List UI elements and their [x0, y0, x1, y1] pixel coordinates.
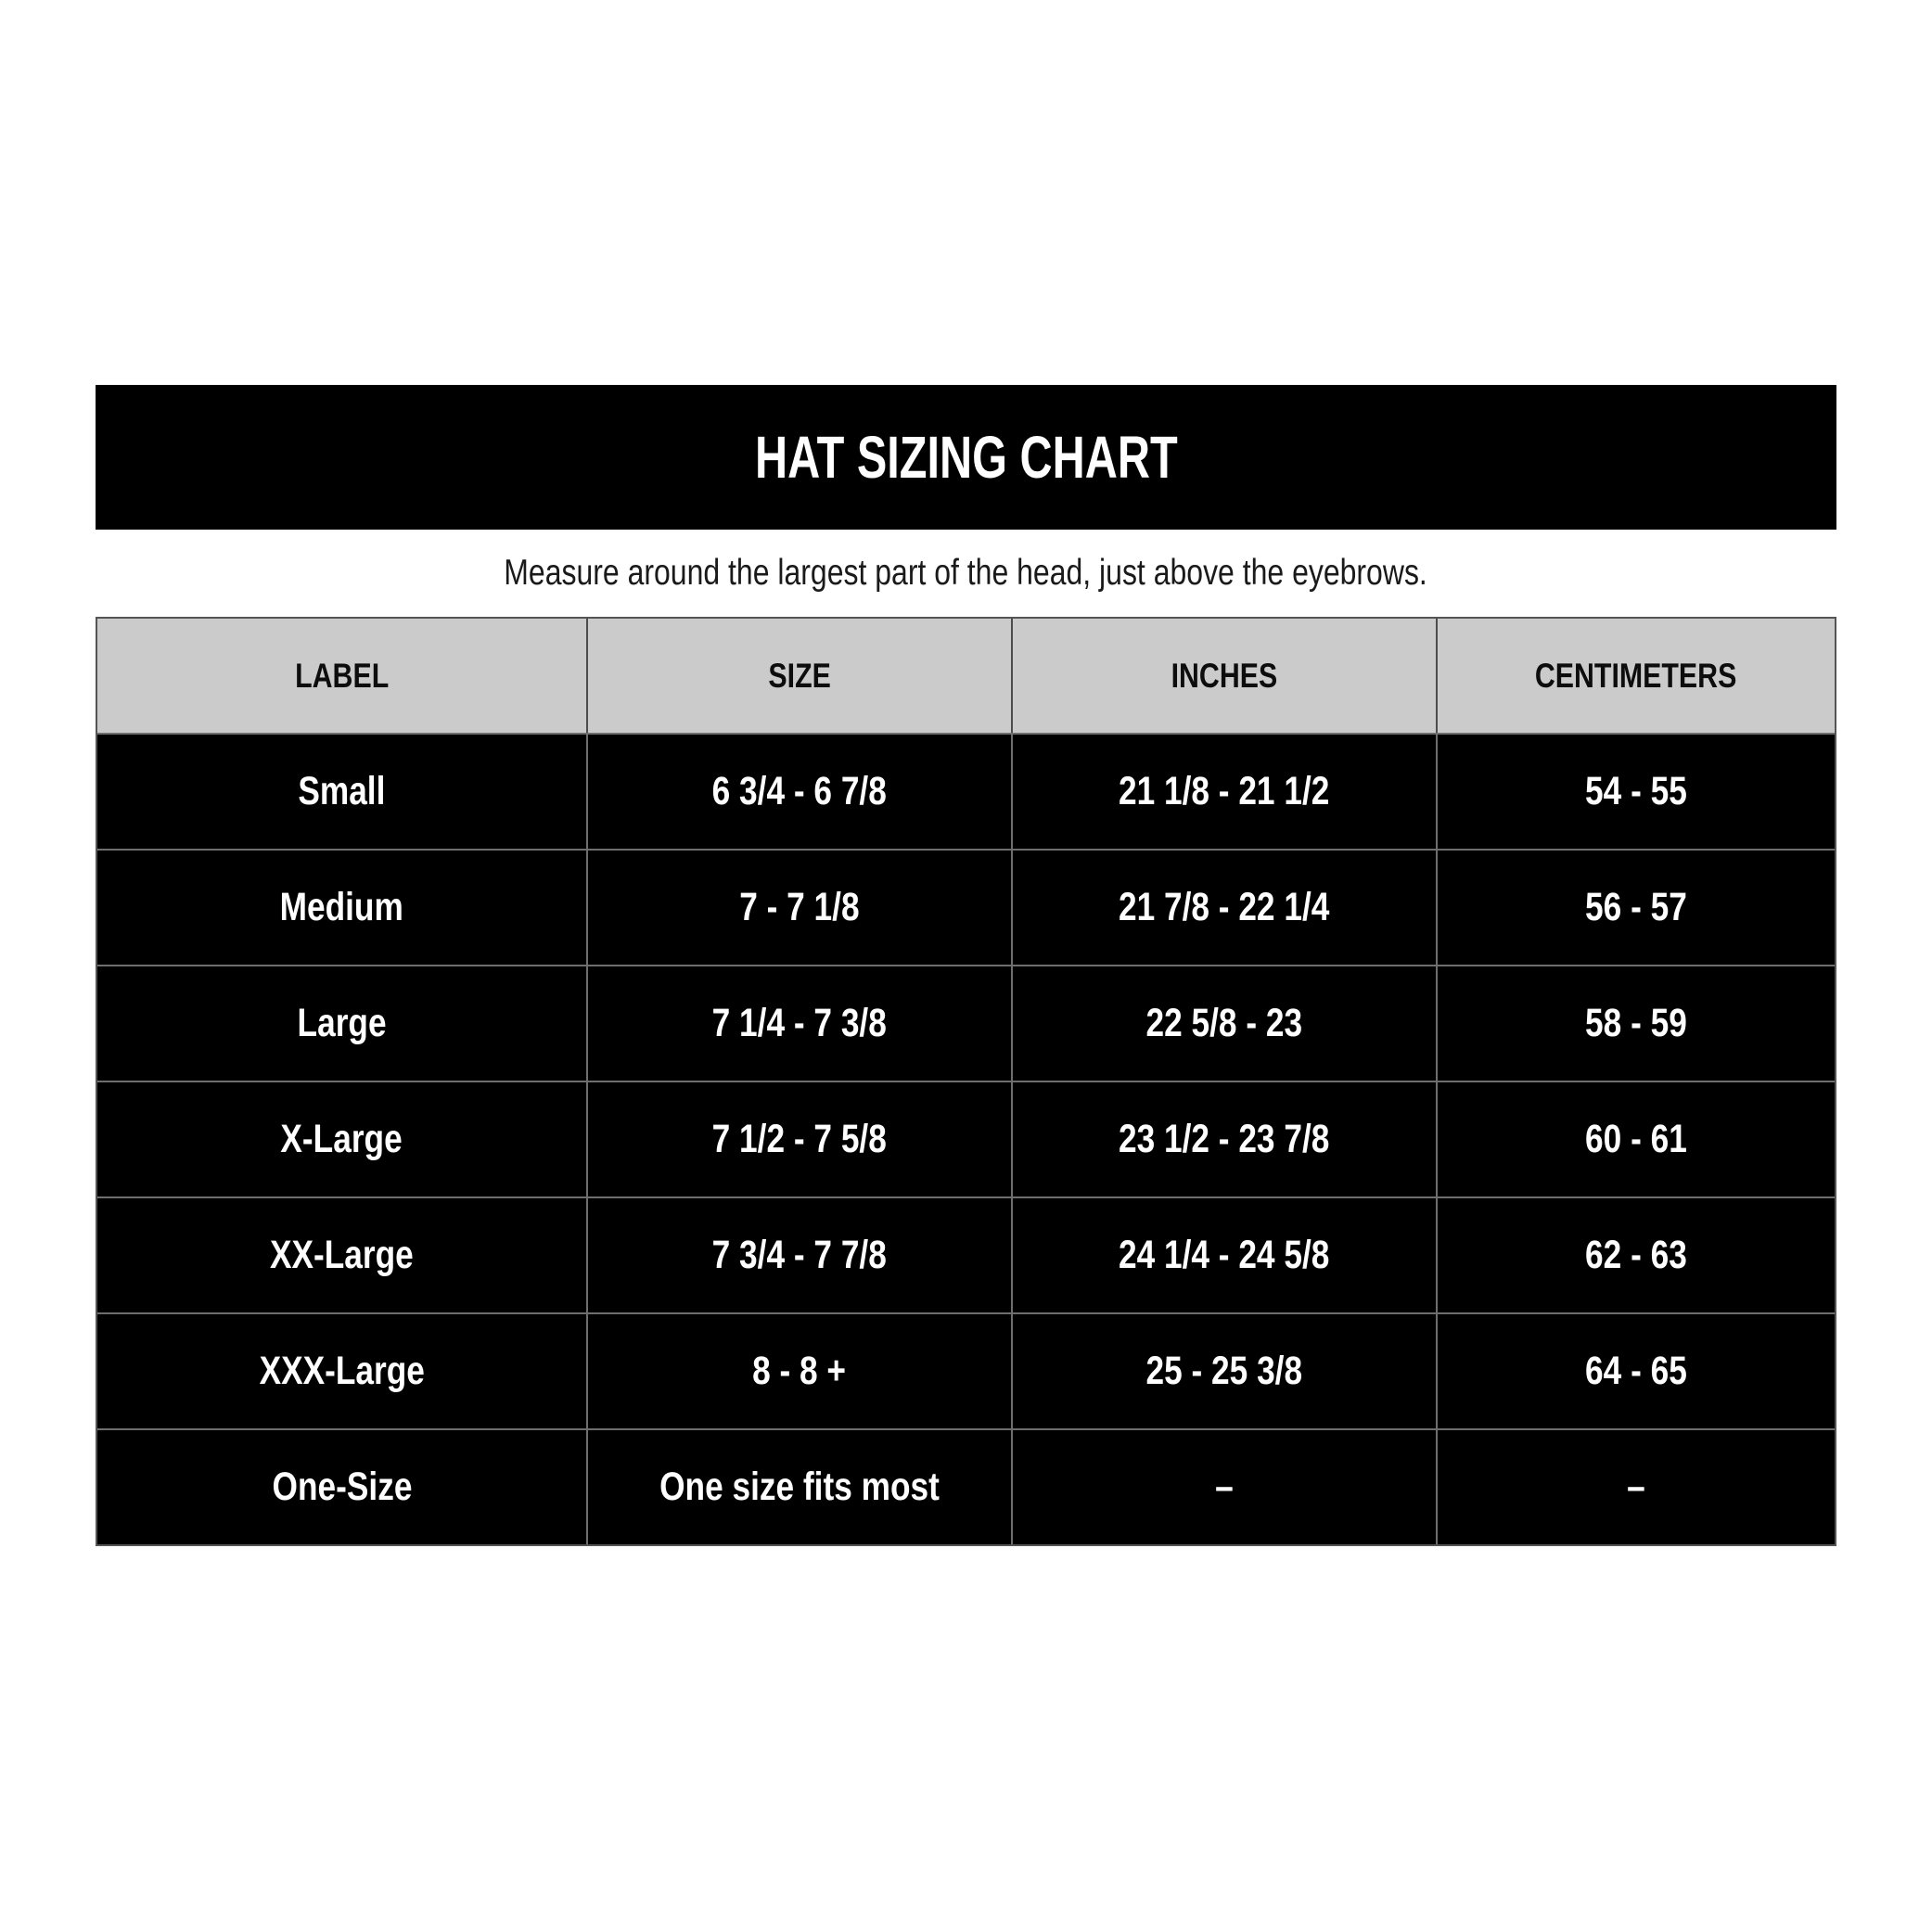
table-cell: XX-Large	[270, 1233, 414, 1277]
sizing-table: LABEL SIZE INCHES CENTIMETERS Small 6 3/…	[96, 617, 1836, 1546]
table-row-medium: Medium 7 - 7 1/8 21 7/8 - 22 1/4 56 - 57	[97, 849, 1835, 965]
table-cell: One-Size	[272, 1465, 412, 1509]
table-cell: X-Large	[280, 1117, 403, 1161]
table-cell: 21 7/8 - 22 1/4	[1011, 851, 1436, 965]
table-cell: Small	[298, 769, 386, 813]
table-cell: Large	[297, 1001, 387, 1045]
table-cell: 22 5/8 - 23	[1011, 966, 1436, 1081]
hat-sizing-chart: HAT SIZING CHART Measure around the larg…	[96, 385, 1836, 1546]
table-cell: 7 1/2 - 7 5/8	[586, 1082, 1011, 1196]
table-cell: 62 - 63	[1436, 1198, 1835, 1312]
table-cell: 60 - 61	[1436, 1082, 1835, 1196]
table-cell: 7 1/4 - 7 3/8	[586, 966, 1011, 1081]
table-cell: 23 1/2 - 23 7/8	[1011, 1082, 1436, 1196]
title-banner: HAT SIZING CHART	[96, 385, 1836, 530]
subtitle-row: Measure around the largest part of the h…	[96, 530, 1836, 617]
table-cell: 6 3/4 - 6 7/8	[586, 735, 1011, 849]
table-cell: 8 - 8 +	[586, 1314, 1011, 1428]
table-row-small: Small 6 3/4 - 6 7/8 21 1/8 - 21 1/2 54 -…	[97, 733, 1835, 849]
column-header-label: LABEL	[294, 656, 390, 695]
table-cell: XXX-Large	[259, 1349, 425, 1393]
table-cell: 54 - 55	[1436, 735, 1835, 849]
column-header-centimeters: CENTIMETERS	[1436, 619, 1835, 733]
table-row-x-large: X-Large 7 1/2 - 7 5/8 23 1/2 - 23 7/8 60…	[97, 1081, 1835, 1196]
table-cell: 56 - 57	[1436, 851, 1835, 965]
table-cell: Medium	[279, 885, 404, 929]
table-row-one-size: One-Size One size fits most – –	[97, 1428, 1835, 1544]
table-cell: –	[1436, 1430, 1835, 1544]
table-cell: 21 1/8 - 21 1/2	[1011, 735, 1436, 849]
table-row-xxx-large: XXX-Large 8 - 8 + 25 - 25 3/8 64 - 65	[97, 1312, 1835, 1428]
table-cell: 7 - 7 1/8	[586, 851, 1011, 965]
table-cell: 58 - 59	[1436, 966, 1835, 1081]
table-cell: 25 - 25 3/8	[1011, 1314, 1436, 1428]
table-row-large: Large 7 1/4 - 7 3/8 22 5/8 - 23 58 - 59	[97, 965, 1835, 1081]
table-cell: 64 - 65	[1436, 1314, 1835, 1428]
column-header-inches: INCHES	[1011, 619, 1436, 733]
table-cell: –	[1011, 1430, 1436, 1544]
column-header-size: SIZE	[586, 619, 1011, 733]
table-header-row: LABEL SIZE INCHES CENTIMETERS	[97, 619, 1835, 733]
table-row-xx-large: XX-Large 7 3/4 - 7 7/8 24 1/4 - 24 5/8 6…	[97, 1196, 1835, 1312]
page-title: HAT SIZING CHART	[754, 424, 1178, 491]
table-cell: 7 3/4 - 7 7/8	[586, 1198, 1011, 1312]
table-cell: One size fits most	[586, 1430, 1011, 1544]
table-cell: 24 1/4 - 24 5/8	[1011, 1198, 1436, 1312]
measuring-instructions: Measure around the largest part of the h…	[504, 553, 1428, 593]
